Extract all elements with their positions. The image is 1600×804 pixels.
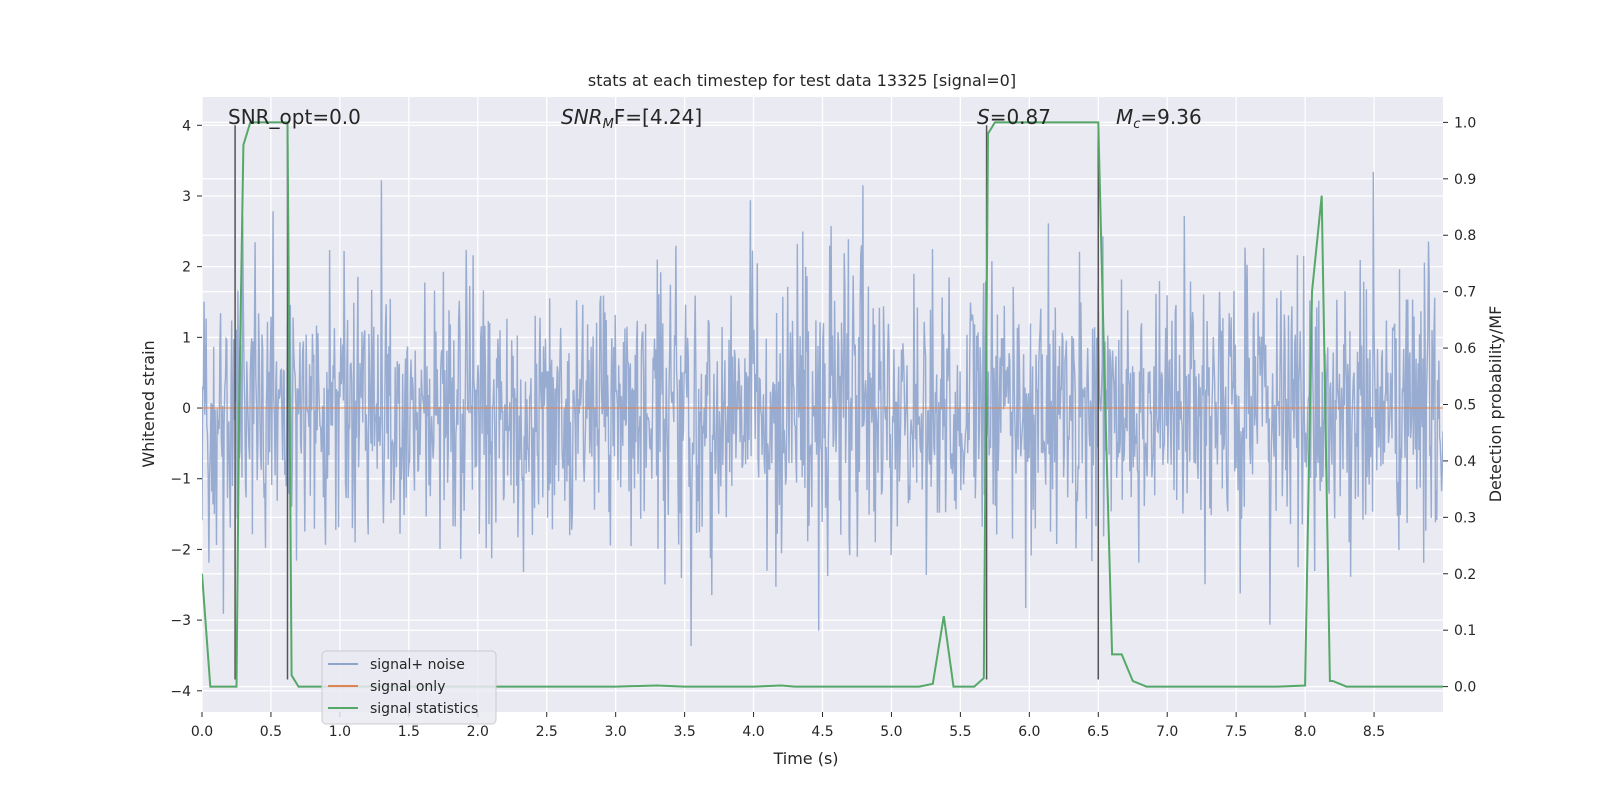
y2-tick-label: 1.0	[1454, 115, 1476, 131]
x-tick-label: 3.5	[673, 724, 695, 740]
x-tick-label: 6.5	[1087, 724, 1109, 740]
x-tick-label: 2.5	[536, 724, 558, 740]
x-tick-label: 4.0	[742, 724, 764, 740]
y2-tick-label: 0.5	[1454, 398, 1476, 414]
chart-title: stats at each timestep for test data 133…	[588, 71, 1016, 90]
y2-tick-label: 0.7	[1454, 285, 1476, 301]
x-tick-label: 0.0	[191, 724, 213, 740]
annotation-s: S=0.87	[977, 105, 1051, 129]
legend: signal+ noise signal only signal statistic…	[321, 650, 497, 725]
y-tick-label: −1	[170, 472, 191, 488]
y-tick-label: −3	[170, 613, 191, 629]
x-tick-label: 4.5	[811, 724, 833, 740]
legend-label: signal only	[370, 679, 445, 695]
y2-tick-label: 0.8	[1454, 228, 1476, 244]
y-tick-label: 0	[182, 401, 191, 417]
x-tick-label: 0.5	[260, 724, 282, 740]
y-tick-label: −2	[170, 542, 191, 558]
x-tick-label: 8.5	[1363, 724, 1385, 740]
y2-tick-label: 0.3	[1454, 510, 1476, 526]
y2-tick-label: 0.1	[1454, 623, 1476, 639]
y-tick-label: 1	[182, 330, 191, 346]
series-signal-statistics	[202, 121, 1443, 688]
y-tick-label: −4	[170, 684, 191, 700]
y-tick-label: 2	[182, 260, 191, 276]
x-tick-label: 1.0	[329, 724, 351, 740]
x-tick-label: 7.5	[1225, 724, 1247, 740]
y2-tick-label: 0.2	[1454, 567, 1476, 583]
legend-label: signal statistics	[370, 701, 478, 717]
x-tick-label: 5.0	[880, 724, 902, 740]
y-tick-label: 4	[182, 118, 191, 134]
x-tick-label: 8.0	[1294, 724, 1316, 740]
y2-tick-label: 0.6	[1454, 341, 1476, 357]
legend-box	[321, 650, 497, 725]
x-tick-label: 6.0	[1018, 724, 1040, 740]
y2-tick-label: 0.0	[1454, 680, 1476, 696]
x-tick-label: 1.5	[398, 724, 420, 740]
y-axis-label: Whitened strain	[139, 340, 158, 467]
y2-tick-label: 0.9	[1454, 172, 1476, 188]
y-tick-label: 3	[182, 189, 191, 205]
x-tick-label: 5.5	[949, 724, 971, 740]
x-tick-label: 2.0	[467, 724, 489, 740]
x-tick-label: 3.0	[605, 724, 627, 740]
y2-axis-label: Detection probability/MF	[1486, 306, 1505, 503]
annotation-snr-mf: SNRMF=[4.24]	[561, 105, 702, 132]
x-tick-label: 7.0	[1156, 724, 1178, 740]
annotation-mc: Mc=9.36	[1116, 105, 1202, 132]
annotation-snr-opt: SNR_opt=0.0	[228, 105, 361, 129]
x-axis-label: Time (s)	[772, 749, 838, 768]
series-signal-plus-noise	[202, 171, 1443, 647]
y2-tick-label: 0.4	[1454, 454, 1476, 470]
legend-label: signal+ noise	[370, 657, 465, 673]
